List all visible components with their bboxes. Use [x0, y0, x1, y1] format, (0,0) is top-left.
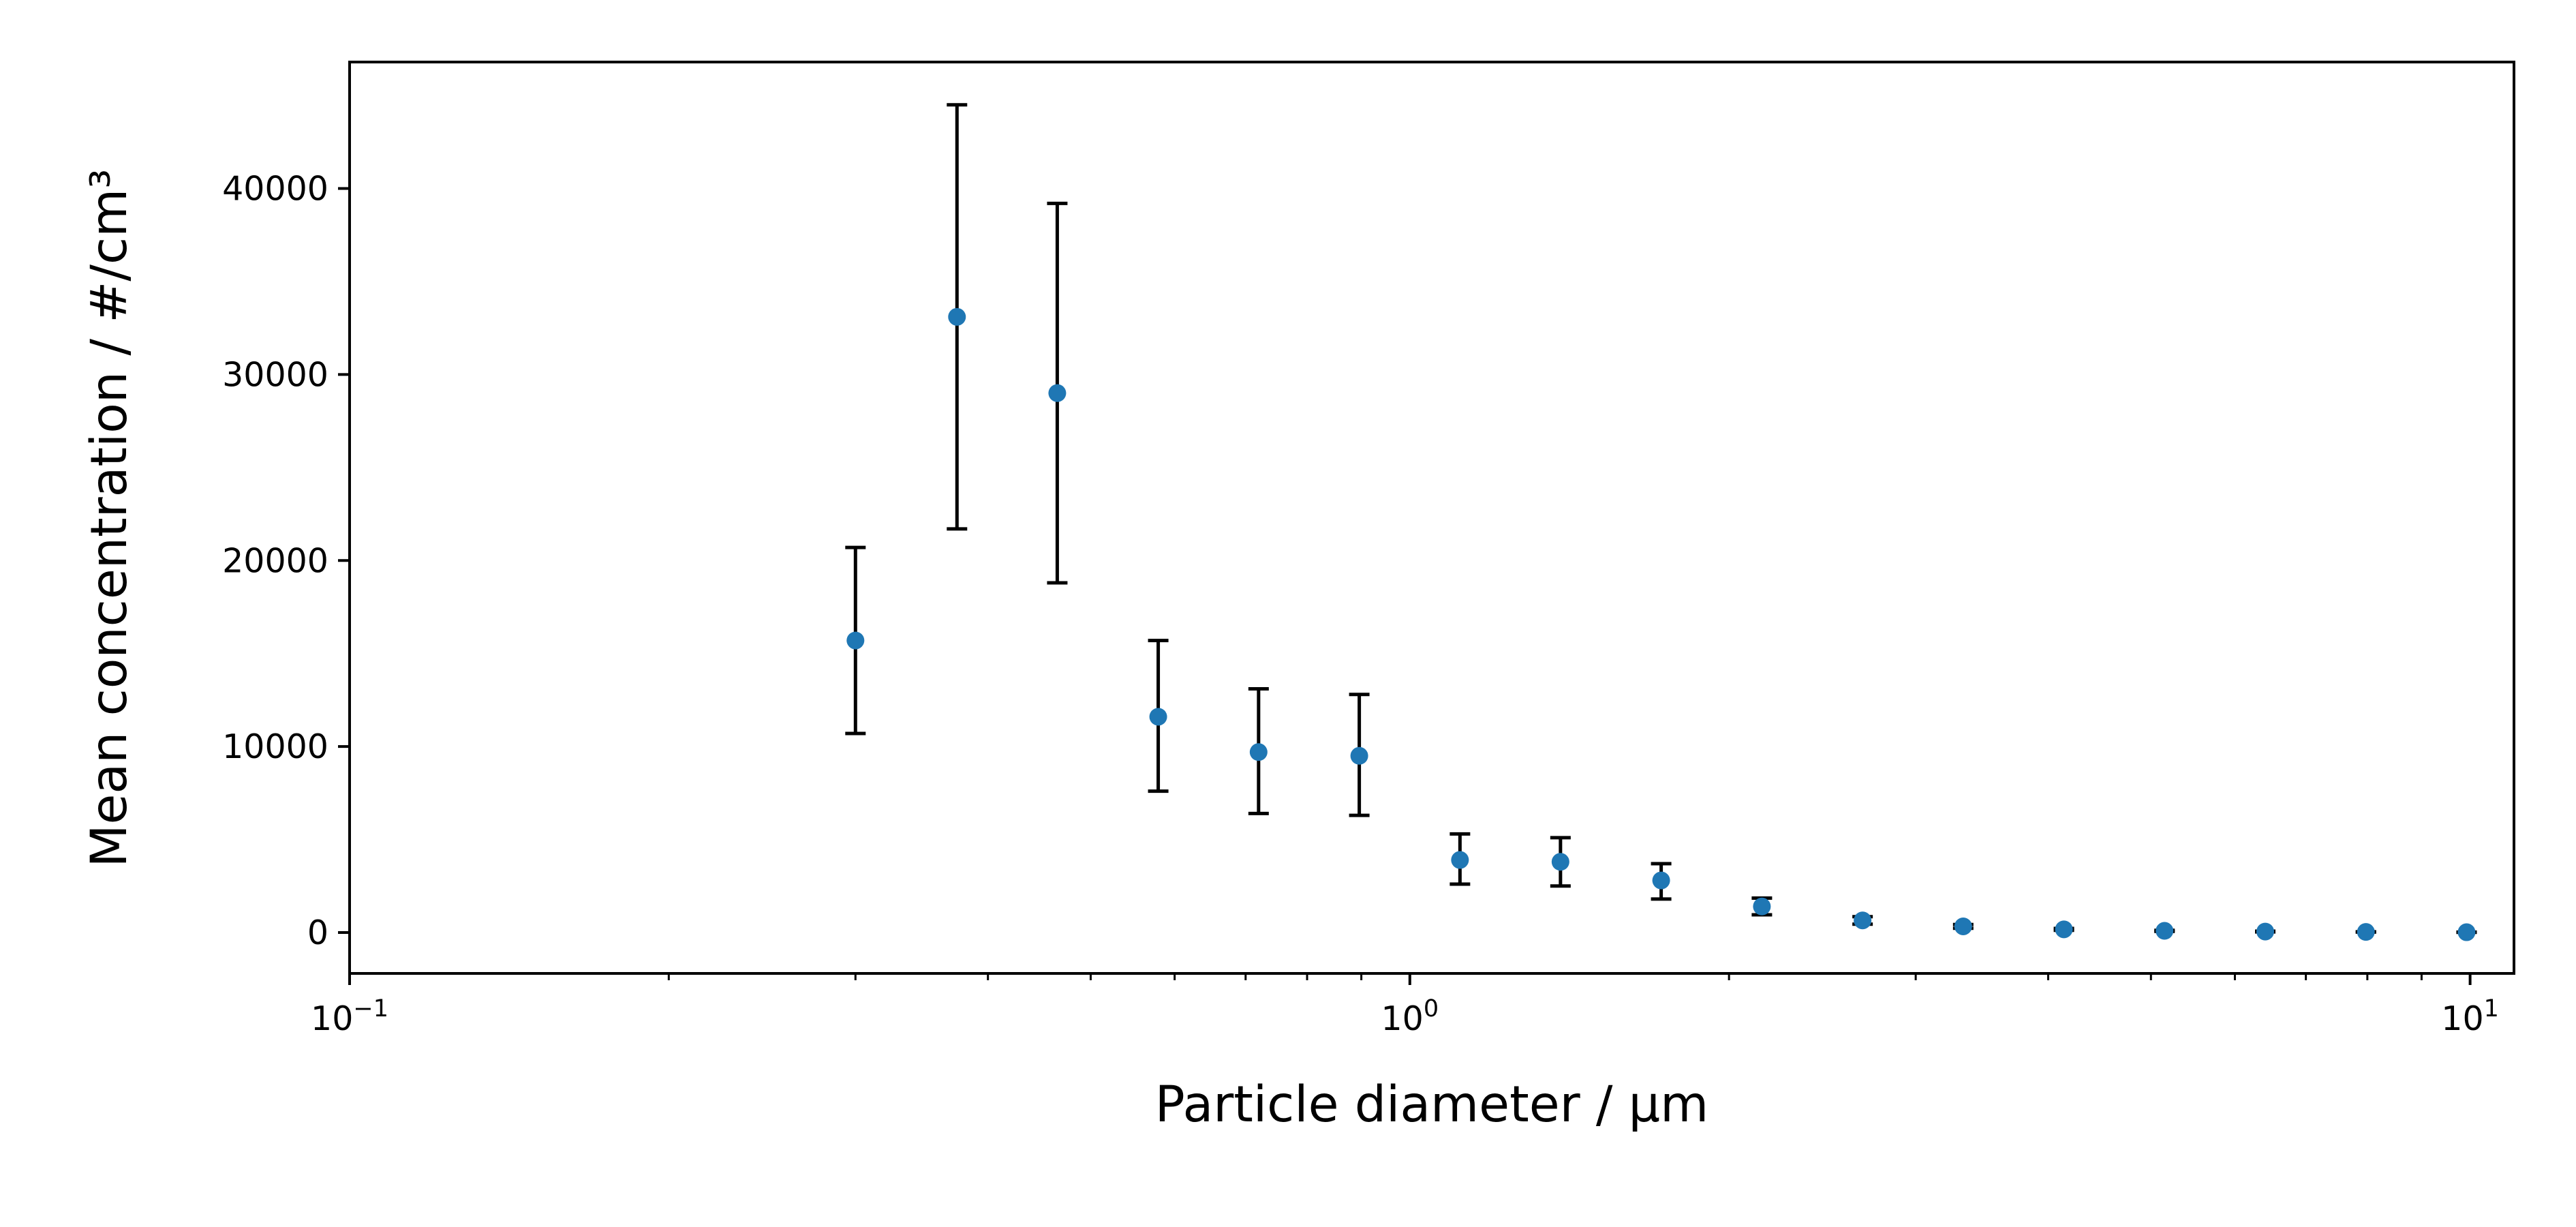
data-point [845, 545, 866, 736]
y-tick-label: 20000 [222, 541, 328, 580]
data-point [1852, 911, 1873, 930]
data-marker [1954, 917, 1972, 935]
data-marker [948, 307, 966, 326]
y-tick-label: 30000 [222, 355, 328, 394]
x-tick-label: 100 [1381, 995, 1439, 1038]
plot-area [845, 103, 2477, 941]
data-marker [846, 631, 865, 650]
data-marker [2457, 923, 2476, 941]
y-tick-label: 0 [307, 913, 328, 952]
x-axis-label: Particle diameter / μm [1155, 1076, 1708, 1134]
data-marker [1854, 911, 1872, 930]
axes-frame [348, 61, 2515, 975]
y-axis: 0 10000 20000 30000 40000 [222, 170, 350, 952]
x-tick-label: 10−1 [311, 995, 388, 1038]
data-point [2456, 923, 2477, 941]
data-point [1148, 639, 1169, 793]
x-axis: 10−1 100 101 [311, 973, 2499, 1038]
data-marker [1249, 743, 1268, 761]
data-point [2053, 920, 2074, 939]
y-tick-label: 10000 [222, 727, 328, 766]
data-marker [1753, 897, 1771, 915]
data-marker [2055, 920, 2073, 939]
data-point [1651, 862, 1672, 901]
data-point [1349, 693, 1370, 817]
data-point [1751, 896, 1773, 917]
y-tick-label: 40000 [222, 170, 328, 209]
data-marker [2357, 923, 2375, 941]
data-marker [1652, 871, 1670, 890]
y-axis-label: Mean concentration / #/cm³ [80, 169, 138, 868]
data-point [1952, 917, 1974, 935]
data-point [1047, 201, 1068, 585]
data-point [1248, 687, 1269, 815]
data-marker [1048, 384, 1067, 402]
data-point [2355, 923, 2376, 941]
x-tick-label: 101 [2441, 995, 2499, 1038]
data-point [947, 103, 968, 531]
data-point [1450, 832, 1471, 886]
data-point [2154, 922, 2175, 940]
data-marker [2156, 922, 2174, 940]
data-marker [2256, 922, 2275, 941]
data-marker [1551, 853, 1569, 871]
data-marker [1451, 851, 1469, 869]
data-marker [1149, 708, 1167, 726]
data-point [2255, 922, 2276, 941]
data-point [1550, 836, 1571, 888]
data-marker [1350, 746, 1368, 765]
